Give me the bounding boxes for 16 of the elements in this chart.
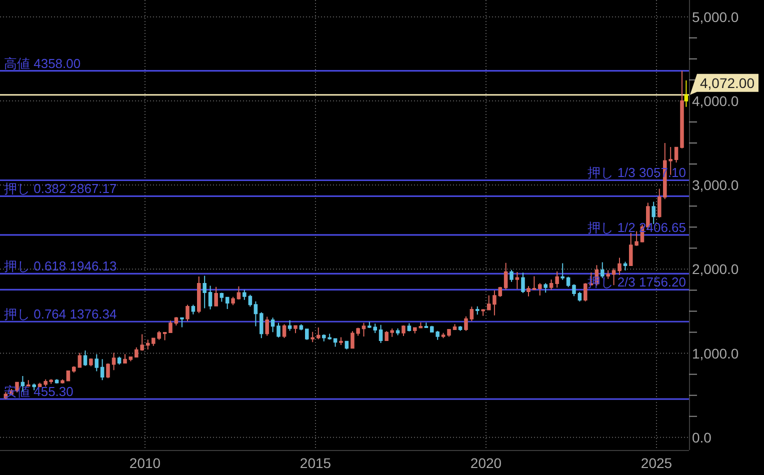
price-tag: 4,072.00: [690, 74, 758, 95]
x-tick-label: 2020: [470, 455, 502, 471]
x-tick-label: 2015: [300, 455, 332, 471]
x-tick-label: 2025: [640, 455, 672, 471]
y-tick-label: 4,000.0: [692, 92, 739, 109]
ref-line-label: 押し 0.382 2867.17: [4, 181, 117, 196]
y-tick-label: 5,000.0: [692, 8, 739, 25]
ref-line-label: 高値 4358.00: [4, 56, 81, 71]
y-tick-label: 0.0: [692, 429, 712, 446]
y-tick-label: 3,000.0: [692, 177, 739, 194]
x-tick-label: 2010: [129, 455, 161, 471]
ref-line-label: 4,072.00: [700, 74, 755, 91]
ref-line-label: 押し 0.764 1376.34: [4, 306, 117, 322]
y-tick-label: 2,000.0: [692, 261, 739, 278]
y-tick-label: 1,000.0: [692, 345, 739, 362]
ref-line-label: 押し 0.618 1946.13: [4, 258, 117, 274]
